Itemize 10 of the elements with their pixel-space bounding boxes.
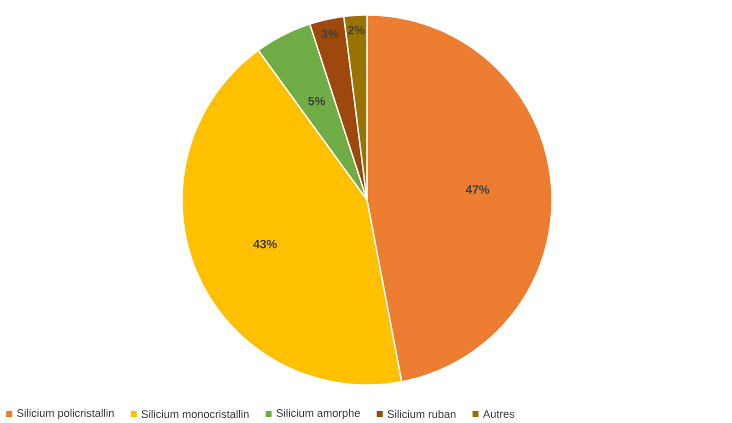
data-label: 5% [308, 96, 325, 106]
legend-label: Silicium ruban [388, 410, 456, 418]
data-label: 47% [466, 185, 490, 194]
legend-label: Silicium monocristallin [142, 410, 249, 418]
legend-label: Silicium policristallin [17, 408, 114, 420]
data-label: 43% [253, 240, 277, 248]
legend-label: Autres [482, 410, 514, 418]
data-label: 3% [321, 30, 338, 38]
data-label: 2% [348, 26, 365, 34]
legend-label: Silicium amorphe [276, 408, 360, 420]
